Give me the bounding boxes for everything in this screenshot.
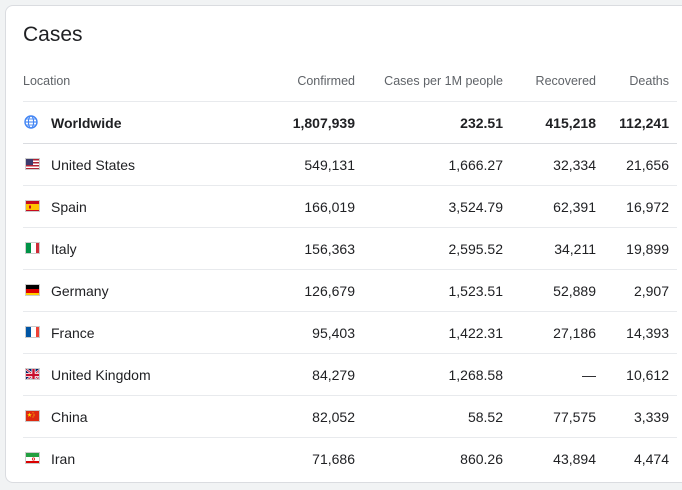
location-name: Italy [51,240,77,257]
globe-icon [24,115,38,129]
us-flag-icon [25,158,40,170]
location-name: Spain [51,198,87,215]
table-row[interactable]: Germany 126,679 1,523.51 52,889 2,907 [23,270,677,312]
recovered-value: 43,894 [553,451,596,467]
deaths-value: 19,899 [626,240,669,257]
france-flag-icon [25,326,40,338]
table-row[interactable]: United States 549,131 1,666.27 32,334 21… [23,144,677,186]
deaths-value: 16,972 [626,198,669,215]
deaths-value: 112,241 [619,114,669,131]
recovered-value: 27,186 [553,324,596,341]
per-million-value: 2,595.52 [448,240,504,257]
confirmed-value: 166,019 [304,198,355,215]
recovered-value: 415,218 [545,114,596,131]
per-million-value: 1,422.31 [448,324,504,341]
confirmed-value: 549,131 [304,156,355,173]
per-million-value: 860.26 [460,451,503,467]
card-title: Cases [23,23,83,46]
column-header-recovered[interactable]: Recovered [535,73,596,88]
china-flag-icon [25,410,40,422]
column-header-location: Location [23,73,71,88]
italy-flag-icon [25,242,40,254]
recovered-value: 52,889 [553,282,596,299]
recovered-value: 32,334 [553,156,596,173]
column-header-per-million[interactable]: Cases per 1M people [384,73,503,88]
cases-card: Cases Location Confirmed Cases per 1M pe… [5,5,682,483]
confirmed-value: 156,363 [304,240,355,257]
deaths-value: 3,339 [633,408,669,425]
recovered-value: 77,575 [553,408,596,425]
per-million-value: 1,666.27 [448,156,504,173]
column-header-deaths[interactable]: Deaths [629,73,669,88]
iran-flag-icon [25,452,40,464]
spain-flag-icon [25,200,40,212]
recovered-value: 62,391 [553,198,596,215]
deaths-value: 2,907 [633,282,669,299]
location-name: Iran [51,451,76,467]
location-name: Worldwide [51,114,122,131]
table-row[interactable]: United Kingdom 84,279 1,268.58 — 10,612 [23,354,677,396]
table-row[interactable]: France 95,403 1,422.31 27,186 14,393 [23,312,677,354]
deaths-value: 21,656 [626,156,669,173]
column-header-confirmed[interactable]: Confirmed [297,73,355,88]
location-name: United States [51,156,136,173]
table-row[interactable]: Italy 156,363 2,595.52 34,211 19,899 [23,228,677,270]
uk-flag-icon [25,368,40,380]
confirmed-value: 84,279 [312,366,355,383]
confirmed-value: 126,679 [304,282,355,299]
recovered-value: 34,211 [554,240,596,257]
confirmed-value: 1,807,939 [292,114,355,131]
recovered-value: — [582,366,596,383]
deaths-value: 14,393 [626,324,669,341]
per-million-value: 1,268.58 [448,366,504,383]
location-name: Germany [51,282,109,299]
per-million-value: 232.51 [460,114,503,131]
germany-flag-icon [25,284,40,296]
location-name: China [51,408,88,425]
deaths-value: 4,474 [633,451,669,467]
confirmed-value: 95,403 [312,324,355,341]
per-million-value: 3,524.79 [448,198,504,215]
deaths-value: 10,612 [626,366,669,383]
table-row-worldwide[interactable]: Worldwide 1,807,939 232.51 415,218 112,2… [23,102,677,144]
confirmed-value: 71,686 [312,451,355,467]
per-million-value: 58.52 [467,408,503,425]
table-row[interactable]: Spain 166,019 3,524.79 62,391 16,972 [23,186,677,228]
location-name: France [51,324,95,341]
location-name: United Kingdom [51,366,151,383]
table-header: Location Confirmed Cases per 1M people R… [23,60,677,102]
cases-table: Location Confirmed Cases per 1M people R… [23,60,677,480]
table-row[interactable]: Iran 71,686 860.26 43,894 4,474 [23,438,677,480]
confirmed-value: 82,052 [312,408,355,425]
per-million-value: 1,523.51 [448,282,504,299]
table-row[interactable]: China 82,052 58.52 77,575 3,339 [23,396,677,438]
